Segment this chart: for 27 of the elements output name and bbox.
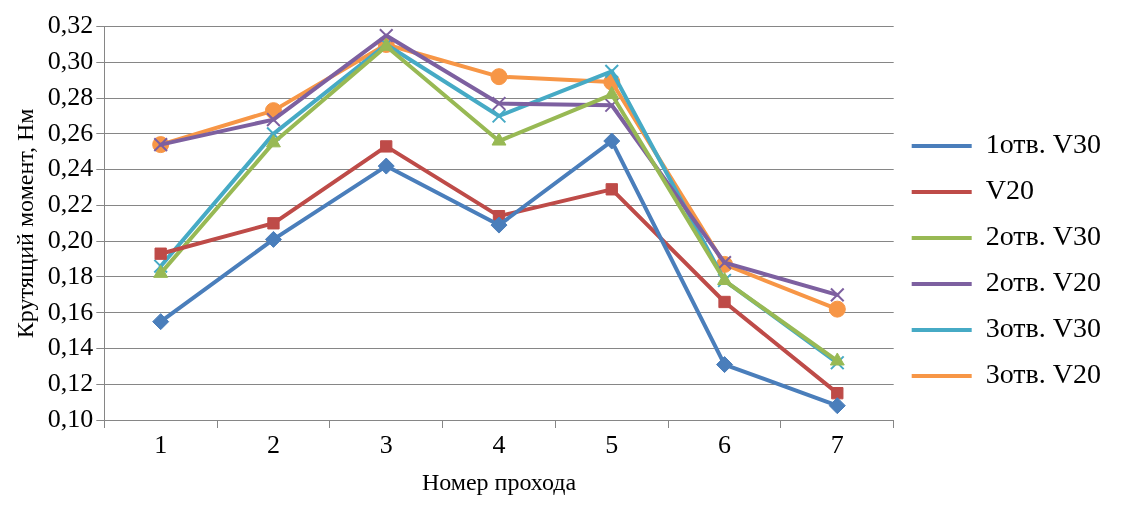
x-axis-title: Номер прохода (421, 468, 577, 495)
x-tick-label: 6 (718, 430, 732, 460)
legend-label: 3отв. V20 (985, 358, 1101, 390)
y-tick-label: 0,32 (47, 10, 94, 40)
y-axis-title: Крутящий момент, Нм (11, 108, 38, 339)
legend-label: 2отв. V20 (985, 266, 1101, 298)
y-tick-label: 0,14 (47, 332, 94, 362)
y-tick-label: 0,16 (47, 296, 94, 326)
x-tick-label: 1 (154, 430, 168, 460)
y-tick-label: 0,20 (47, 225, 94, 255)
x-tick-label: 7 (830, 430, 844, 460)
y-tick-label: 0,10 (47, 403, 94, 433)
y-tick-label: 0,28 (47, 81, 94, 111)
x-tick-label: 2 (266, 430, 280, 460)
legend-label: 1отв. V30 (985, 128, 1101, 160)
legend-label: V20 (985, 174, 1034, 206)
y-tick-label: 0,30 (47, 46, 94, 76)
y-tick-label: 0,18 (47, 260, 94, 290)
y-tick-label: 0,24 (47, 153, 94, 183)
x-tick-label: 5 (605, 430, 619, 460)
legend-label: 2отв. V30 (985, 220, 1101, 252)
y-tick-label: 0,26 (47, 117, 94, 147)
legend-label: 3отв. V30 (985, 312, 1101, 344)
y-tick-label: 0,22 (47, 189, 94, 219)
x-tick-label: 3 (379, 430, 393, 460)
y-tick-label: 0,12 (47, 368, 94, 398)
x-tick-label: 4 (492, 430, 506, 460)
